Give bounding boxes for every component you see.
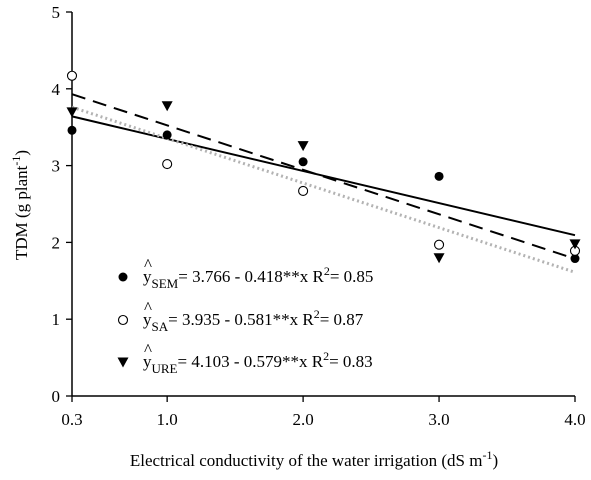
y-tick-label: 3: [52, 157, 61, 176]
data-point-ure: [161, 101, 173, 112]
data-point-ure: [66, 107, 78, 118]
data-point-sem: [570, 254, 580, 264]
x-tick-label: 3.0: [428, 410, 449, 429]
axes: [71, 12, 575, 397]
legend-equation-sem: ySEM= 3.766 - 0.418**x R2= 0.85: [143, 264, 373, 291]
y-tick-label: 1: [52, 310, 61, 329]
data-point-sem: [162, 130, 172, 140]
data-point-sem: [434, 171, 444, 181]
legend-hat: ^: [144, 298, 152, 317]
y-axis-title: TDM (g plant-1): [9, 150, 31, 260]
data-point-sem: [298, 157, 308, 167]
x-tick-label: 2.0: [292, 410, 313, 429]
y-tick-label: 4: [52, 80, 61, 99]
x-axis-title: Electrical conductivity of the water irr…: [130, 448, 498, 470]
data-points: [66, 70, 581, 264]
legend: ^ySEM= 3.766 - 0.418**x R2= 0.85^ySA= 3.…: [117, 255, 373, 376]
x-tick-label: 1.0: [157, 410, 178, 429]
data-point-ure: [569, 239, 581, 250]
fit-line-ure: [71, 93, 576, 260]
y-tick-label: 2: [52, 233, 61, 252]
legend-equation-sa: ySA= 3.935 - 0.581**x R2= 0.87: [143, 307, 364, 334]
x-tick-label: 4.0: [564, 410, 585, 429]
data-point-ure: [297, 141, 309, 152]
legend-marker-sem: [118, 272, 128, 282]
data-point-sa: [434, 239, 445, 250]
legend-marker-ure: [117, 357, 129, 368]
x-tick-label: 0.3: [61, 410, 82, 429]
fit-lines: [71, 93, 576, 274]
y-tick-label: 5: [52, 3, 61, 22]
data-point-sa: [66, 70, 78, 81]
data-point-sem: [67, 125, 77, 135]
legend-equation-ure: yURE= 4.103 - 0.579**x R2= 0.83: [143, 349, 373, 376]
x-ticks: 0.3 1.0 2.0 3.0 4.0: [61, 396, 586, 429]
data-point-sa: [298, 185, 309, 196]
legend-hat: ^: [144, 340, 152, 359]
y-ticks: 0 1 2 3 4 5: [52, 3, 72, 406]
legend-hat: ^: [144, 255, 152, 274]
y-tick-label: 0: [52, 387, 61, 406]
data-point-ure: [433, 253, 445, 264]
data-point-sa: [162, 159, 173, 170]
fit-line-sa: [71, 105, 576, 274]
legend-marker-sa: [117, 314, 129, 326]
